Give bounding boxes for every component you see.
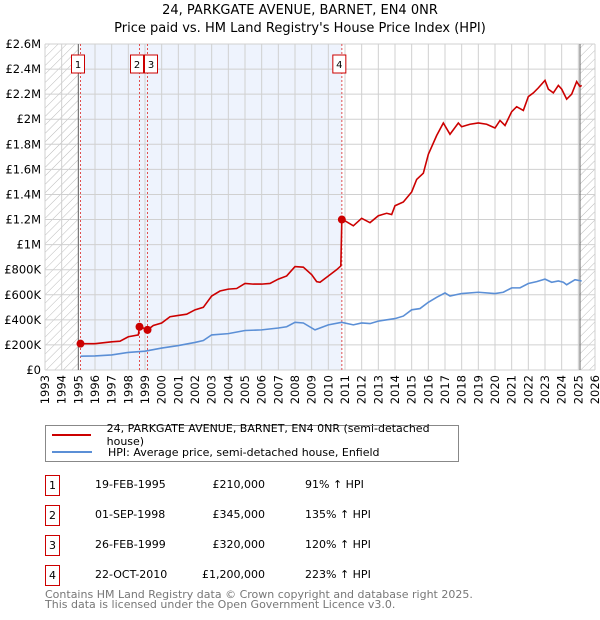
- x-tick-label: 2026: [588, 375, 600, 404]
- x-tick-label: 2000: [155, 375, 169, 404]
- y-tick-label: £1M: [16, 238, 41, 252]
- sale-point: [135, 322, 144, 331]
- chart-subtitle: Price paid vs. HM Land Registry's House …: [114, 21, 486, 36]
- footer: Contains HM Land Registry data © Crown c…: [45, 588, 473, 611]
- x-tick-label: 1995: [71, 375, 85, 404]
- footer-copyright: Contains HM Land Registry data © Crown c…: [45, 588, 473, 601]
- legend-label: HPI: Average price, semi-detached house,…: [108, 445, 380, 459]
- sale-hpi: 135% ↑ HPI: [305, 508, 371, 521]
- sale-date: 01-SEP-1998: [95, 508, 166, 521]
- x-tick-label: 2015: [405, 375, 419, 404]
- sale-point: [143, 325, 152, 334]
- legend-item-property: 24, PARKGATE AVENUE, BARNET, EN4 0NR (se…: [52, 422, 458, 448]
- chart-title: 24, PARKGATE AVENUE, BARNET, EN4 0NR: [162, 3, 438, 18]
- sale-price: £320,000: [212, 538, 266, 551]
- series-line: [80, 78, 583, 345]
- y-tick-label: £2M: [16, 112, 41, 126]
- table-row: 2 01-SEP-1998 £345,000 135% ↑ HPI: [45, 505, 445, 527]
- sale-label: 1: [75, 60, 81, 71]
- y-tick-label: £600K: [4, 288, 41, 302]
- x-tick-label: 2009: [305, 375, 319, 404]
- x-tick-label: 2005: [238, 375, 252, 404]
- y-tick-label: £200K: [4, 338, 41, 352]
- x-tick-label: 2022: [521, 375, 535, 404]
- x-tick-label: 2001: [171, 375, 185, 404]
- x-tick-label: 2016: [421, 375, 435, 404]
- x-tick-label: 2008: [288, 375, 302, 404]
- series-line: [80, 278, 582, 358]
- x-tick-label: 2012: [355, 375, 369, 404]
- legend: 24, PARKGATE AVENUE, BARNET, EN4 0NR (se…: [45, 422, 459, 462]
- x-tick-label: 2014: [388, 375, 402, 404]
- sale-marker-box: 3: [45, 535, 60, 556]
- x-tick-label: 2011: [338, 375, 352, 404]
- x-tick-label: 2023: [538, 375, 552, 404]
- sale-label: 2: [134, 60, 140, 71]
- x-tick-label: 1998: [121, 375, 135, 404]
- x-tick-label: 2002: [188, 375, 202, 404]
- price-chart: 1993 1994 1995 1996 1997 1998 1999 2000 2001 2002…: [4, 37, 600, 404]
- x-tick-label: 2004: [221, 375, 235, 404]
- sale-label-box: [144, 54, 158, 74]
- table-row: 1 19-FEB-1995 £210,000 91% ↑ HPI: [45, 475, 445, 497]
- footer-licence: This data is licensed under the Open Gov…: [45, 598, 396, 611]
- x-tick-label: 2018: [455, 375, 469, 404]
- sale-label-box: [71, 54, 85, 74]
- sale-marker-box: 1: [45, 475, 60, 496]
- x-tick-label: 2021: [505, 375, 519, 404]
- sale-date: 19-FEB-1995: [95, 478, 166, 491]
- sale-marker-box: 4: [45, 565, 60, 586]
- y-tick-label: £1.8M: [5, 137, 41, 151]
- sale-hpi: 223% ↑ HPI: [305, 568, 371, 581]
- x-tick-label: 2025: [571, 375, 585, 404]
- sale-price: £210,000: [212, 478, 266, 491]
- y-tick-label: £400K: [4, 313, 41, 327]
- sale-price: £345,000: [212, 508, 266, 521]
- sale-marker-box: 2: [45, 505, 60, 526]
- y-tick-label: £1.4M: [5, 187, 41, 201]
- x-tick-label: 2010: [321, 375, 335, 404]
- x-tick-label: 2007: [271, 375, 285, 404]
- x-tick-label: 1996: [88, 375, 102, 404]
- sale-date: 26-FEB-1999: [95, 538, 166, 551]
- legend-swatch-red: [52, 434, 91, 436]
- sale-date: 22-OCT-2010: [95, 568, 168, 581]
- x-tick-label: 2024: [555, 375, 569, 404]
- hatched-region-after: [580, 44, 595, 370]
- y-tick-label: £1.2M: [5, 213, 41, 227]
- legend-label: 24, PARKGATE AVENUE, BARNET, EN4 0NR (se…: [106, 422, 430, 448]
- x-tick-label: 1994: [55, 375, 69, 404]
- x-tick-label: 1993: [38, 375, 52, 404]
- sale-label-box: [332, 54, 347, 74]
- table-row: 3 26-FEB-1999 £320,000 120% ↑ HPI: [45, 535, 445, 557]
- y-tick-label: £0: [26, 363, 41, 377]
- sale-hpi: 120% ↑ HPI: [305, 538, 371, 551]
- sale-point: [337, 215, 346, 224]
- sale-point: [76, 339, 85, 348]
- x-tick-label: 1999: [138, 375, 152, 404]
- y-tick-label: £1.6M: [5, 162, 41, 176]
- sale-label-box: [130, 54, 144, 74]
- x-tick-label: 1997: [105, 375, 119, 404]
- x-tick-label: 2013: [371, 375, 385, 404]
- y-tick-label: £2.4M: [5, 62, 41, 76]
- sale-label: 3: [148, 60, 154, 71]
- x-tick-label: 2006: [255, 375, 269, 404]
- x-tick-label: 2019: [471, 375, 485, 404]
- sale-label: 4: [336, 60, 342, 71]
- y-tick-label: £800K: [4, 263, 41, 277]
- sale-hpi: 91% ↑ HPI: [305, 478, 364, 491]
- x-tick-label: 2020: [488, 375, 502, 404]
- x-tick-label: 2003: [205, 375, 219, 404]
- y-tick-label: £2.6M: [5, 37, 41, 51]
- legend-swatch-blue: [52, 451, 92, 453]
- y-tick-label: £2.2M: [5, 87, 41, 101]
- x-tick-label: 2017: [438, 375, 452, 404]
- legend-item-hpi: HPI: Average price, semi-detached house,…: [52, 444, 380, 460]
- sale-price: £1,200,000: [202, 568, 265, 581]
- table-row: 4 22-OCT-2010 £1,200,000 223% ↑ HPI: [45, 565, 445, 587]
